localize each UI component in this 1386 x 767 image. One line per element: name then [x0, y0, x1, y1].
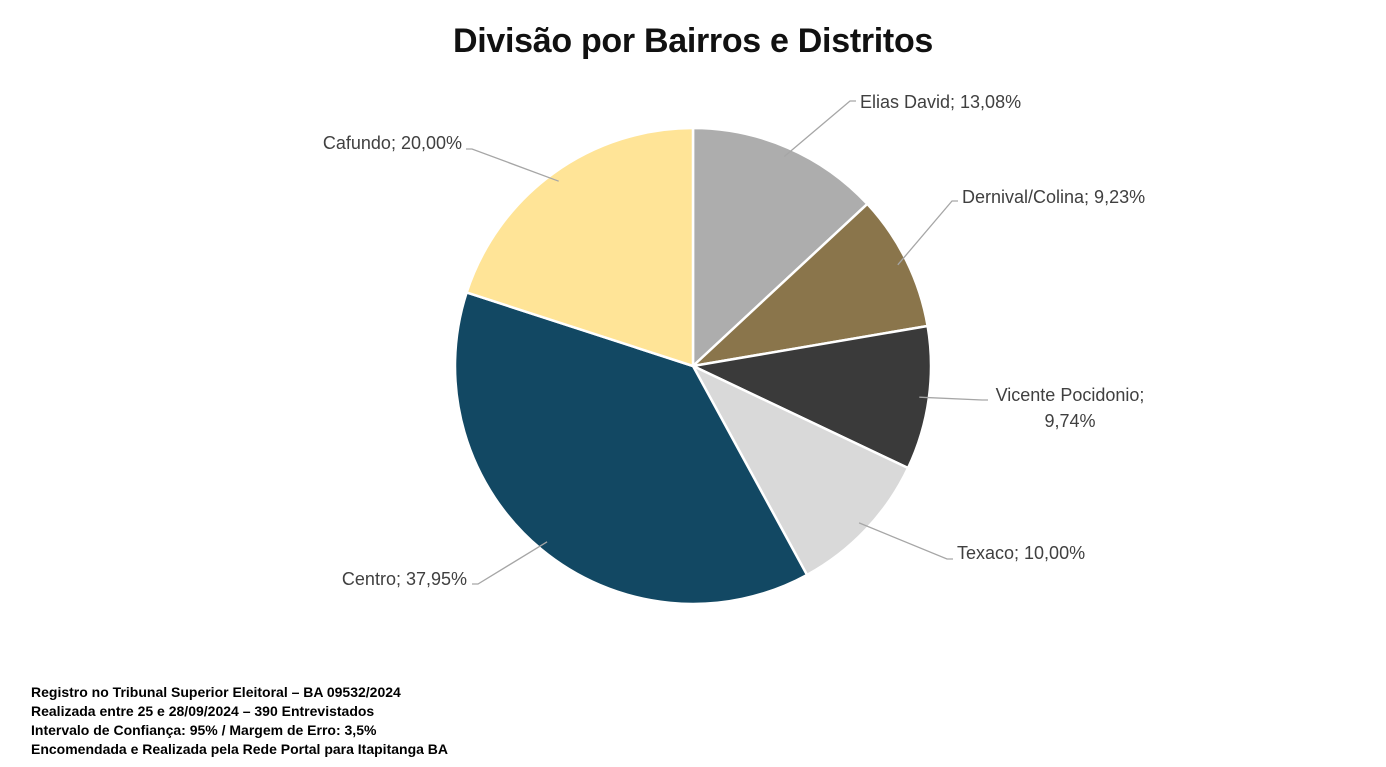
- footer-line-encomendada: Encomendada e Realizada pela Rede Portal…: [31, 741, 449, 757]
- pie-slice-vicente-pocidonio: [691, 324, 933, 470]
- pie-slice-centro: [453, 291, 809, 606]
- data-label-texaco: Texaco; 10,00%: [957, 543, 1085, 563]
- pie-slice-cafundo: [465, 126, 695, 368]
- leader-line-elias-david: [783, 100, 856, 157]
- data-label-centro: Centro; 37,95%: [342, 569, 467, 589]
- chart-title: Divisão por Bairros e Distritos: [452, 22, 934, 60]
- footer-line-intervalo: Intervalo de Confiança: 95% / Margem de …: [31, 722, 377, 738]
- leader-line-texaco: [858, 522, 953, 560]
- data-labels: Elias David; 13,08% Dernival/Colina; 9,23…: [323, 92, 1145, 589]
- pie-slice-texaco: [691, 364, 910, 577]
- data-label-vicente-pocidonio: Vicente Pocidonio; 9,74%: [996, 385, 1145, 431]
- pie-slices: [453, 126, 933, 606]
- data-label-cafundo: Cafundo; 20,00%: [323, 133, 462, 153]
- leader-line-vicente-pocidonio: [919, 396, 988, 401]
- leader-line-centro: [472, 541, 548, 585]
- leader-line-cafundo: [466, 148, 559, 182]
- data-label-dernival-colina: Dernival/Colina; 9,23%: [962, 187, 1145, 207]
- leader-lines: [466, 100, 988, 585]
- pie-slice-dernival-colina: [691, 202, 929, 368]
- footer-line-realizada: Realizada entre 25 e 28/09/2024 – 390 En…: [31, 703, 375, 719]
- leader-line-dernival-colina: [897, 200, 958, 266]
- footer-line-registro: Registro no Tribunal Superior Eleitoral …: [31, 684, 401, 700]
- pie-slice-elias-david: [691, 126, 869, 368]
- footer-notes: Registro no Tribunal Superior Eleitoral …: [31, 683, 448, 759]
- data-label-elias-david: Elias David; 13,08%: [860, 92, 1021, 112]
